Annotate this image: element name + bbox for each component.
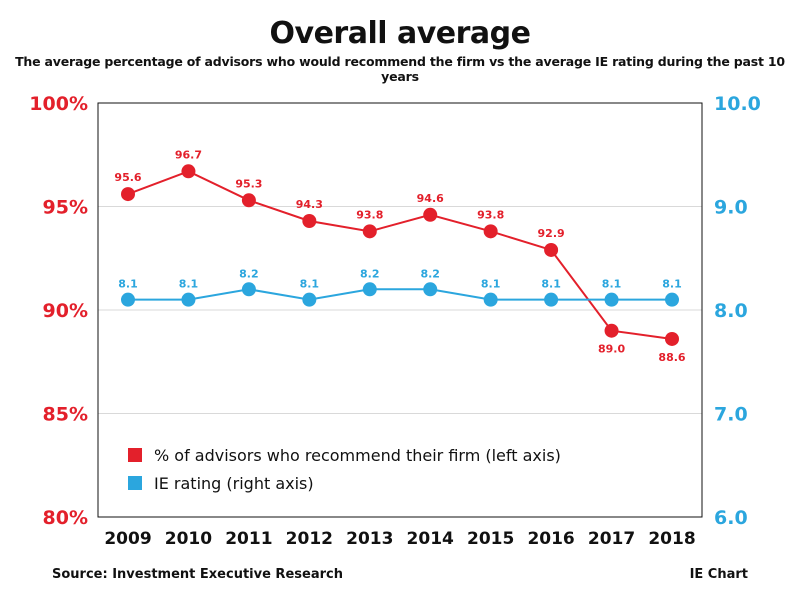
data-label-recommend: 92.9 (538, 227, 565, 240)
data-point-recommend (423, 207, 438, 222)
legend-item-rating: IE rating (right axis) (128, 472, 314, 494)
data-label-rating: 8.1 (118, 278, 138, 291)
x-axis-tick-label: 2018 (648, 529, 695, 549)
x-axis-tick-label: 2016 (527, 529, 574, 549)
right-axis-tick-label: 9.0 (714, 197, 748, 219)
left-axis-tick-label: 90% (43, 300, 88, 322)
chart-subtitle: The average percentage of advisors who w… (15, 54, 785, 84)
data-label-recommend: 88.6 (658, 351, 685, 364)
right-axis-tick-label: 6.0 (714, 507, 748, 529)
left-axis-tick-label: 80% (43, 507, 88, 529)
series-line-rating (128, 288, 672, 301)
data-label-rating: 8.1 (300, 278, 320, 291)
chart-title: Overall average (269, 16, 531, 51)
data-label-recommend: 94.6 (417, 192, 444, 205)
data-point-rating (544, 292, 559, 307)
left-axis-tick-label: 100% (29, 93, 88, 115)
data-label-recommend: 95.6 (114, 171, 141, 184)
data-label-rating: 8.2 (239, 267, 259, 280)
data-label-rating: 8.1 (481, 278, 501, 291)
data-label-rating: 8.1 (179, 278, 199, 291)
source-note: Source: Investment Executive Research (52, 567, 343, 582)
data-point-recommend (181, 164, 196, 179)
x-axis-tick-label: 2010 (165, 529, 212, 549)
plot-frame (97, 102, 703, 518)
x-axis-tick-label: 2015 (467, 529, 514, 549)
data-label-rating: 8.1 (541, 278, 561, 291)
data-label-rating: 8.1 (662, 278, 682, 291)
series-line-recommend (127, 170, 673, 340)
right-axis-tick-label: 10.0 (714, 93, 761, 115)
x-axis-tick-label: 2009 (104, 529, 151, 549)
left-axis-tick-label: 95% (43, 197, 88, 219)
data-label-recommend: 95.3 (235, 177, 262, 190)
legend-label-rating: IE rating (right axis) (154, 473, 314, 493)
x-axis-tick-label: 2017 (588, 529, 635, 549)
data-label-recommend: 93.8 (477, 208, 504, 221)
data-point-recommend (483, 224, 498, 239)
data-point-rating (121, 292, 135, 307)
data-point-rating (423, 282, 438, 297)
x-axis-tick-label: 2014 (407, 529, 454, 549)
data-point-recommend (302, 213, 317, 228)
legend-swatch-recommend (128, 448, 142, 462)
data-point-rating (665, 292, 679, 307)
right-axis-tick-label: 7.0 (714, 404, 748, 426)
data-point-rating (181, 292, 196, 307)
data-point-recommend (121, 187, 135, 202)
legend-swatch-rating (128, 476, 142, 490)
data-label-recommend: 93.8 (356, 208, 383, 221)
data-label-recommend: 89.0 (598, 343, 625, 356)
legend-item-recommend: % of advisors who recommend their firm (… (128, 444, 561, 466)
x-axis-tick-label: 2011 (225, 529, 272, 549)
data-point-recommend (362, 224, 377, 239)
data-point-recommend (604, 323, 619, 338)
data-point-rating (362, 282, 377, 297)
data-point-rating (241, 282, 256, 297)
left-axis-tick-label: 85% (43, 404, 88, 426)
data-point-recommend (544, 242, 559, 257)
right-axis-tick-label: 8.0 (714, 300, 748, 322)
data-point-recommend (665, 331, 679, 346)
legend-label-recommend: % of advisors who recommend their firm (… (154, 445, 561, 465)
data-point-recommend (241, 193, 256, 208)
data-label-rating: 8.2 (420, 267, 440, 280)
data-label-rating: 8.1 (602, 278, 622, 291)
data-point-rating (604, 292, 619, 307)
chart-credit: IE Chart (689, 567, 748, 582)
data-label-rating: 8.2 (360, 267, 380, 280)
data-point-rating (483, 292, 498, 307)
data-label-recommend: 96.7 (175, 148, 202, 161)
data-label-recommend: 94.3 (296, 198, 323, 211)
data-point-rating (302, 292, 317, 307)
x-axis-tick-label: 2013 (346, 529, 393, 549)
x-axis-tick-label: 2012 (286, 529, 333, 549)
